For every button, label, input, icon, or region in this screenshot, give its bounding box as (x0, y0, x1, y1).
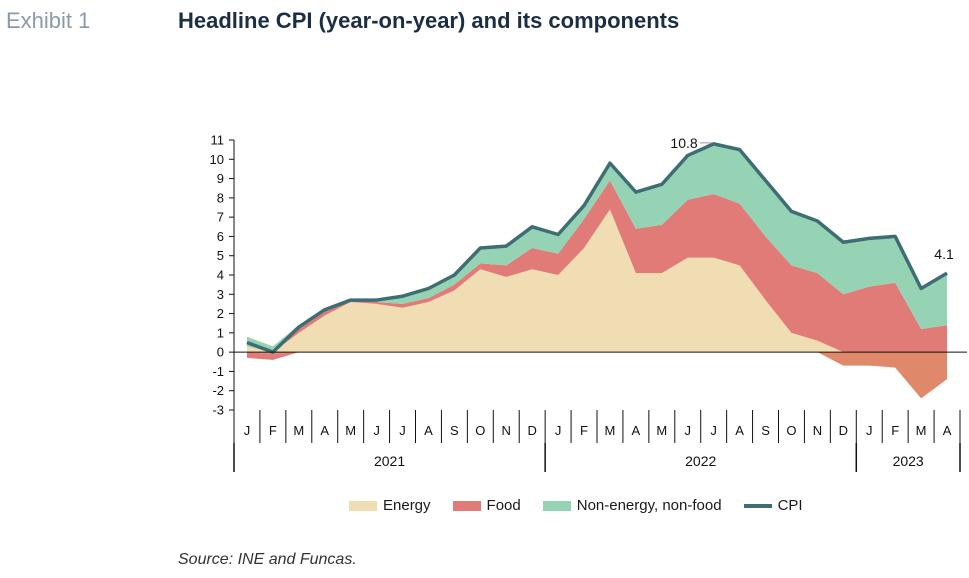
x-tick-label: J (685, 423, 692, 438)
x-tick-label: M (605, 423, 616, 438)
x-tick-label: J (399, 423, 406, 438)
y-tick-label: 7 (217, 210, 224, 225)
area-energy-negative (246, 352, 948, 399)
x-tick-label: A (943, 423, 952, 438)
x-tick-label: A (735, 423, 744, 438)
legend-swatch-cpi (743, 503, 772, 508)
legend-label-core: Non-energy, non-food (576, 497, 722, 514)
legend-label-energy: Energy (383, 497, 431, 514)
x-tick-label: M (656, 423, 667, 438)
legend: Energy Food Non-energy, non-food CPI (349, 497, 803, 514)
x-tick-label: A (424, 423, 433, 438)
y-tick-label: 4 (217, 268, 224, 283)
y-tick-label: 10 (210, 152, 224, 167)
chart-title: Headline CPI (year-on-year) and its comp… (178, 8, 680, 33)
year-label: 2022 (685, 453, 716, 469)
x-tick-label: O (786, 423, 796, 438)
y-tick-label: 3 (217, 287, 224, 302)
legend-swatch-core (542, 500, 571, 511)
year-label: 2021 (374, 453, 405, 469)
area-food (246, 180, 948, 353)
legend-swatch-energy (349, 500, 377, 511)
x-tick-label: S (761, 423, 770, 438)
x-tick-label: O (475, 423, 485, 438)
y-tick-label: 6 (217, 229, 224, 244)
legend-cpi: CPI (743, 497, 803, 514)
x-tick-label: N (502, 423, 511, 438)
x-tick-label: J (710, 423, 717, 438)
x-tick-label: J (244, 423, 251, 438)
area-core (246, 143, 948, 353)
legend-label-cpi: CPI (777, 497, 803, 514)
year-label: 2023 (893, 453, 924, 469)
x-tick-label: M (345, 423, 356, 438)
x-tick-label: A (632, 423, 641, 438)
x-tick-label: J (555, 423, 562, 438)
x-tick-label: J (373, 423, 380, 438)
legend-food: Food (452, 497, 521, 514)
area-energy (246, 209, 948, 353)
y-tick-label: 1 (217, 325, 224, 340)
x-tick-label: N (813, 423, 822, 438)
legend-label-food: Food (486, 497, 521, 514)
y-tick-label: -3 (212, 403, 224, 418)
y-tick-label: 5 (217, 248, 224, 263)
y-tick-label: 8 (217, 190, 224, 205)
y-tick-label: -2 (212, 383, 224, 398)
exhibit-label: Exhibit 1 (6, 8, 91, 33)
x-tick-label: J (866, 423, 873, 438)
x-tick-label: F (891, 423, 899, 438)
legend-core: Non-energy, non-food (542, 497, 722, 514)
x-tick-label: M (916, 423, 927, 438)
x-tick-label: A (320, 423, 329, 438)
annotation-label: 4.1 (934, 246, 954, 262)
annotation-label: 10.8 (670, 135, 697, 151)
y-tick-label: -1 (212, 364, 224, 379)
x-tick-label: F (269, 423, 277, 438)
y-tick-label: 2 (217, 306, 224, 321)
legend-energy: Energy (349, 497, 431, 514)
cpi-line (246, 142, 948, 354)
x-tick-label: F (580, 423, 588, 438)
source-note: Source: INE and Funcas. (178, 551, 357, 568)
x-tick-label: S (450, 423, 459, 438)
y-tick-label: 0 (217, 345, 224, 360)
x-tick-label: D (839, 423, 848, 438)
x-tick-label: D (527, 423, 536, 438)
y-tick-label: 9 (217, 171, 224, 186)
y-tick-label: 11 (211, 133, 225, 148)
legend-swatch-food (452, 500, 481, 511)
x-tick-label: M (293, 423, 304, 438)
